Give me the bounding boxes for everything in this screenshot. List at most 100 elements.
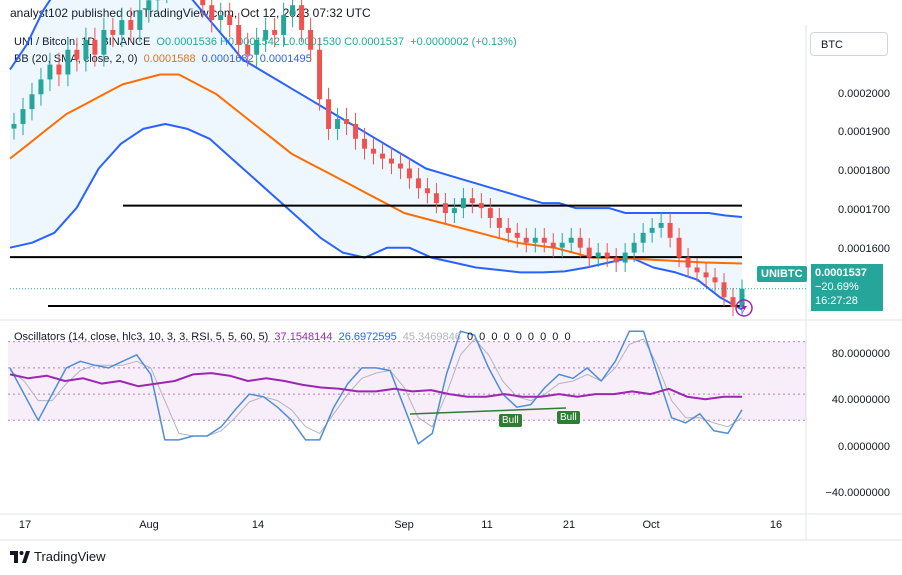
candle-body [451,208,457,214]
candle-body [514,232,520,238]
candle-body [110,29,116,35]
date-tick: 17 [18,519,32,531]
candle-body [56,64,62,75]
osc-tick: −40.0000000 [825,487,890,499]
candle-body [263,29,269,40]
price-tick: 0.0002000 [838,88,890,100]
candle-body [65,49,71,75]
date-tick: Sep [394,519,414,531]
footer-brand-text: TradingView [34,549,106,564]
candle-body [613,257,619,263]
candle-body [128,20,134,30]
candle-body [721,282,727,298]
candle-body [442,203,448,214]
candle-body [326,99,332,129]
symbol-name[interactable]: UNI / Bitcoin, 1D, BINANCE [14,36,150,48]
last-price: 0.0001537 [815,267,867,279]
candle-body [227,15,233,25]
bollinger-legend: BB (20, SMA, close, 2, 0) 0.0001588 0.00… [14,53,312,65]
candle-body [433,193,439,204]
candle-body [730,297,736,308]
candle-body [496,217,502,228]
bb-upper-line [9,0,743,218]
candle-body [640,232,646,243]
osc-extra-value: 0 [503,331,510,343]
candle-body [200,0,206,6]
osc-tick: 40.0000000 [831,394,890,406]
candle-body [137,10,143,30]
osc-extra-value: 0 [527,331,535,343]
candle-body [577,237,583,248]
oscillator-label[interactable]: Oscillators (14, close, hlc3, 10, 3, 3, … [14,331,269,343]
candle-body [388,158,394,164]
candle-body [74,49,80,60]
candle-body [299,5,305,30]
candle-body [658,222,664,228]
candle-body [209,5,215,21]
osc-extra-value: 0 [491,331,498,343]
candle-body [146,0,152,11]
candle-body [254,39,260,55]
event-bolt-icon [741,302,747,314]
candle-body [685,257,691,268]
ohlc-values: O0.0001536 H0.0001542 L0.0001530 C0.0001… [156,36,405,48]
candle-body [236,25,242,45]
candle-body [397,163,403,169]
currency-selector[interactable]: BTC [810,32,888,56]
rsi-band-fill [8,341,806,421]
candle-body [739,288,745,308]
candle-body [290,5,296,16]
candle-body [344,119,350,124]
candle-body [371,148,377,154]
candle-body [712,277,718,283]
bull-divergence-label: Bull [557,411,580,424]
candle-body [631,242,637,253]
candle-body [38,79,44,95]
candle-body [20,109,26,124]
candle-body [406,168,412,179]
date-tick: 21 [562,519,576,531]
candle-body [532,237,538,243]
candle-body [415,178,421,189]
price-change: +0.0000002 (+0.13%) [410,36,517,48]
osc-tick: 80.0000000 [831,348,890,360]
price-tick: 0.0001600 [838,243,890,255]
osc-extra-value: 0 [540,331,547,343]
candle-body [505,227,511,233]
candle-body [317,49,323,100]
bb-lower-value: 0.0001495 [259,53,312,65]
candle-body [568,237,574,243]
candle-body [586,247,592,258]
change-percent: −20.69% [815,281,859,293]
candle-body [281,15,287,35]
candle-body [523,237,529,243]
candle-body [83,39,89,60]
candle-body [353,123,359,139]
candle-body [11,123,17,129]
candle-body [478,203,484,209]
candle-body [622,252,628,263]
candle-body [424,188,430,194]
bb-band-fill [10,0,742,310]
bb-basis-value: 0.0001588 [144,53,196,65]
candle-body [460,198,466,209]
candle-body [335,119,341,129]
last-price-tag: 0.0001537 −20.69% 16:27:28 [811,264,883,311]
stoch-k-line [9,330,743,445]
tradingview-brand[interactable]: TradingView [10,549,106,564]
date-tick: 16 [769,519,783,531]
candle-body [272,29,278,35]
stoch-k-value: 26.6972595 [338,331,397,343]
osc-extra-value: 0 [564,331,571,343]
candle-body [119,20,125,35]
date-tick: 14 [251,519,265,531]
bb-lower-line [9,123,743,311]
date-tick: Aug [139,519,159,531]
candle-body [550,242,556,248]
divergence-line [409,407,567,415]
osc-extra-value: 0 [466,331,474,343]
candle-body [101,29,107,55]
osc-extra-value: 0 [515,331,522,343]
candle-body [667,222,673,238]
